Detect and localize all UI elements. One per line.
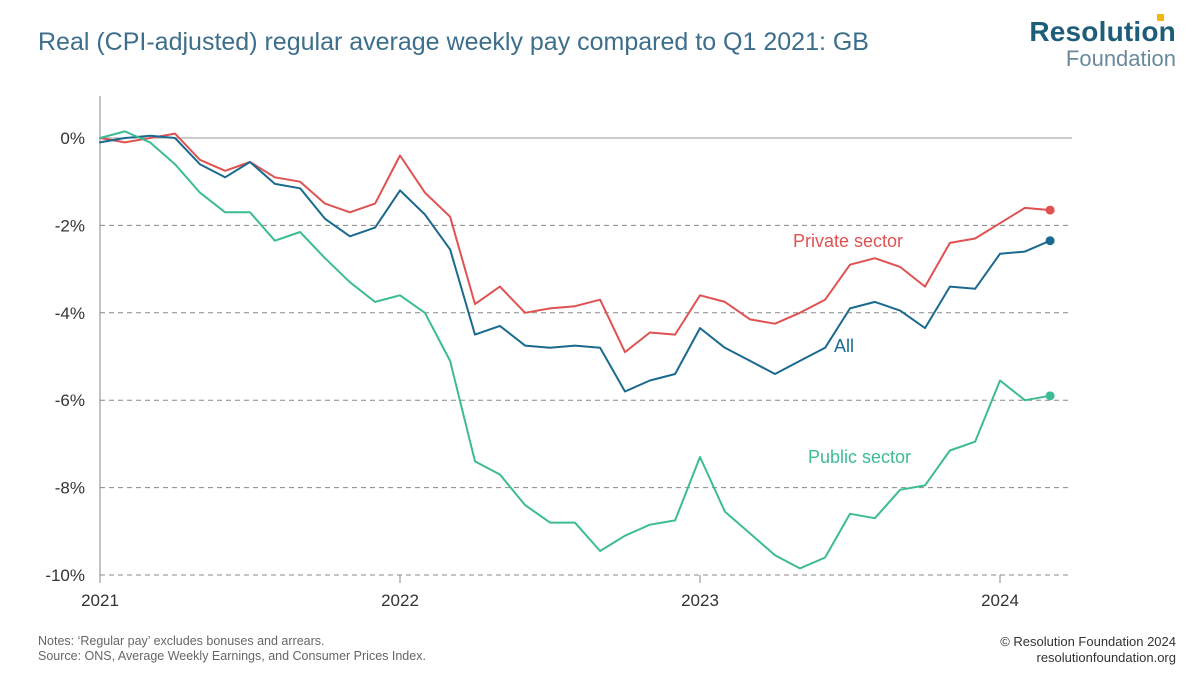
notes-line: Notes: ‘Regular pay’ excludes bonuses an… (38, 634, 325, 648)
series-end-marker-public-sector (1045, 391, 1055, 401)
logo-line1: Resolution (1029, 16, 1176, 47)
x-tick-label: 2022 (381, 591, 419, 610)
x-tick-label: 2024 (981, 591, 1019, 610)
y-tick-label: -8% (55, 479, 85, 498)
series-label-public-sector: Public sector (808, 447, 911, 467)
y-tick-label: 0% (60, 129, 85, 148)
chart-notes: Notes: ‘Regular pay’ excludes bonuses an… (38, 634, 426, 664)
series-end-marker-all (1045, 236, 1055, 246)
y-tick-label: -2% (55, 216, 85, 235)
series-label-private-sector: Private sector (793, 231, 903, 251)
y-tick-label: -6% (55, 391, 85, 410)
x-tick-label: 2023 (681, 591, 719, 610)
y-tick-label: -10% (45, 566, 85, 585)
y-tick-label: -4% (55, 304, 85, 323)
chart-title: Real (CPI-adjusted) regular average week… (38, 28, 869, 56)
logo-line2: Foundation (1065, 46, 1176, 71)
series-line-public-sector (99, 130, 1052, 570)
series-label-all: All (834, 336, 854, 356)
resolution-foundation-logo: Resolution Foundation (1029, 18, 1176, 70)
copyright: © Resolution Foundation 2024 resolutionf… (1000, 634, 1176, 666)
website-line: resolutionfoundation.org (1036, 650, 1177, 665)
copyright-line: © Resolution Foundation 2024 (1000, 634, 1176, 649)
source-line: Source: ONS, Average Weekly Earnings, an… (38, 649, 426, 663)
series-end-marker-private-sector (1045, 205, 1055, 215)
series-line-private-sector (99, 132, 1052, 354)
logo-accent-icon (1157, 14, 1164, 21)
series-line-all (99, 134, 1052, 393)
x-tick-label: 2021 (81, 591, 119, 610)
